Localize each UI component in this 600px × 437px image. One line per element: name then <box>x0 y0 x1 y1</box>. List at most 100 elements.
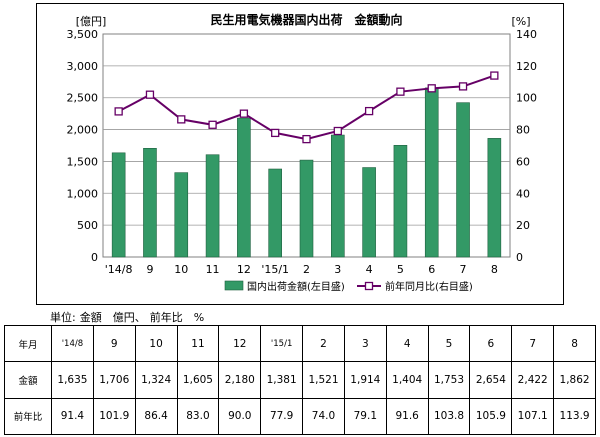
table-header-label: 年月 <box>4 324 52 363</box>
chart-frame: 民生用電気機器国内出荷 金額動向 [億円] [%] 0 0 500 20 1,000 40 1,5… <box>36 3 564 305</box>
table-amount: 1,521 <box>302 361 345 399</box>
table-month: 4 <box>385 324 429 363</box>
line-point <box>396 87 405 96</box>
line-point <box>208 120 217 129</box>
bar <box>205 154 220 258</box>
x-tick-label: 3 <box>334 263 341 276</box>
table-month: 7 <box>511 324 555 363</box>
unit-note: 単位: 金額 億円、 前年比 % <box>50 309 208 325</box>
x-tick-label: 10 <box>174 263 188 276</box>
right-tick-label: 80 <box>516 124 530 137</box>
table-amount: 2,654 <box>469 361 513 399</box>
left-tick-label: 3,500 <box>67 28 99 41</box>
bar <box>268 168 282 258</box>
legend-bar-swatch <box>224 280 244 291</box>
bar <box>174 172 189 258</box>
table-ratio: 74.0 <box>302 397 345 436</box>
x-tick-label: '15/1 <box>261 263 289 276</box>
table-ratio: 101.9 <box>92 397 136 436</box>
chart-title: 民生用電気機器国内出荷 金額動向 <box>210 12 402 27</box>
table-month: 10 <box>134 324 178 363</box>
bar <box>393 145 408 258</box>
table-amount: 1,706 <box>92 361 136 399</box>
table-ratio: 79.1 <box>343 397 387 436</box>
table-month: 11 <box>176 324 220 363</box>
x-tick-label: 9 <box>146 263 153 276</box>
table-ratio: 91.6 <box>385 397 429 436</box>
bar <box>331 134 345 258</box>
table-amount: 1,324 <box>134 361 178 399</box>
right-tick-label: 120 <box>516 60 537 73</box>
line-point <box>177 115 186 124</box>
bar <box>362 167 376 258</box>
right-tick-label: 140 <box>516 28 537 41</box>
table-header-row: 年月 '14/8 9 10 11 12'15/1 2 3 4 5 6 7 8 <box>4 324 596 363</box>
table-ratio: 90.0 <box>218 397 262 436</box>
table-ratio: 103.8 <box>427 397 471 436</box>
table-month: '14/8 <box>51 324 94 363</box>
right-axis-unit: [%] <box>511 15 530 28</box>
table-month: 8 <box>553 324 596 363</box>
line-point <box>239 109 249 118</box>
table-amount: 1,605 <box>176 361 220 399</box>
x-tick-label: 11 <box>206 263 220 276</box>
left-tick-label: 0 <box>91 251 98 264</box>
left-tick-label: 3,000 <box>67 60 99 73</box>
table-month: 12 <box>218 324 262 363</box>
table-amount: 2,422 <box>511 361 555 399</box>
table-amount: 1,404 <box>385 361 429 399</box>
table-month: 2 <box>302 324 345 363</box>
bar <box>487 138 502 258</box>
unit-amount: 金額 億円、 <box>79 311 146 324</box>
legend-line-marker <box>364 281 374 291</box>
left-tick-label: 1,000 <box>67 187 99 200</box>
left-tick-label: 2,000 <box>67 124 99 137</box>
bar <box>237 117 251 258</box>
line-point <box>364 106 374 116</box>
table-ratio-label: 前年比 <box>4 397 52 436</box>
line-point <box>333 126 342 136</box>
table-ratio-row: 前年比 91.4 101.9 86.4 83.0 90.0 77.9 74.0 79.1 91.… <box>4 397 596 436</box>
table-amount: 1,635 <box>51 361 94 399</box>
line-point <box>458 82 468 91</box>
table-amount: 1,914 <box>343 361 387 399</box>
table-ratio: 113.9 <box>553 397 596 436</box>
table-ratio: 107.1 <box>511 397 555 436</box>
table-ratio: 91.4 <box>51 397 94 436</box>
left-tick-label: 1,500 <box>67 155 99 168</box>
line-point <box>490 71 499 80</box>
left-tick-label: 500 <box>77 219 98 232</box>
x-tick-label: 4 <box>366 263 373 276</box>
table-amount-label: 金額 <box>4 361 52 399</box>
right-tick-label: 40 <box>516 187 530 200</box>
legend-bar-label: 国内出荷金額(左目盛) <box>247 280 345 293</box>
line-point <box>145 90 155 99</box>
left-axis-unit: [億円] <box>76 15 107 28</box>
table-month: 3 <box>343 324 387 363</box>
x-tick-label: 12 <box>237 263 251 276</box>
table-month: 9 <box>92 324 136 363</box>
table-ratio: 105.9 <box>469 397 513 436</box>
bar <box>143 148 157 258</box>
table-month: 6 <box>469 324 513 363</box>
x-tick-label: 2 <box>303 263 310 276</box>
x-tick-label: 6 <box>428 263 435 276</box>
table-month: 5 <box>427 324 471 363</box>
unit-ratio: 前年比 % <box>149 311 205 324</box>
x-tick-label: 8 <box>491 263 498 276</box>
table-amount: 2,180 <box>218 361 262 399</box>
line-point <box>271 128 280 138</box>
table-ratio: 86.4 <box>134 397 178 436</box>
bar <box>456 102 470 258</box>
table-ratio: 77.9 <box>260 397 304 436</box>
bar <box>424 87 439 258</box>
line-point <box>427 84 436 93</box>
table-amount: 1,381 <box>260 361 304 399</box>
left-tick-label: 2,500 <box>67 92 99 105</box>
bar <box>299 159 314 258</box>
line-point <box>302 134 311 144</box>
data-table: 年月 '14/8 9 10 11 12'15/1 2 3 4 5 6 7 8 金額 1,635 1,70… <box>4 324 596 436</box>
unit-prefix: 単位: <box>50 311 76 324</box>
right-tick-label: 60 <box>516 155 530 168</box>
table-amount: 1,862 <box>553 361 596 399</box>
